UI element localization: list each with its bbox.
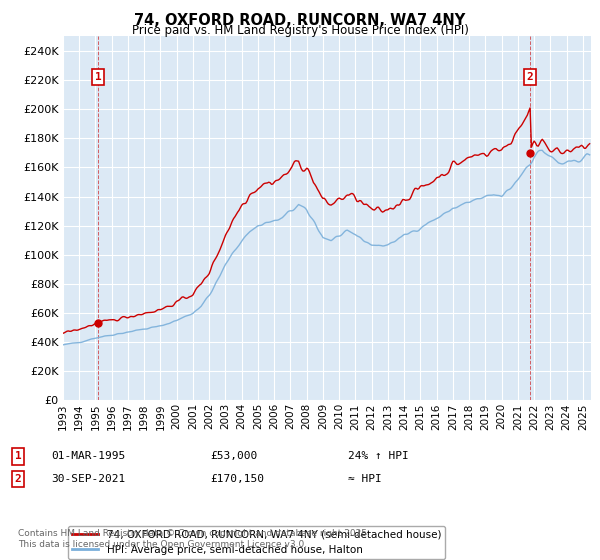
Text: 01-MAR-1995: 01-MAR-1995 <box>51 451 125 461</box>
Text: £170,150: £170,150 <box>210 474 264 484</box>
Text: 1: 1 <box>14 451 22 461</box>
Text: £53,000: £53,000 <box>210 451 257 461</box>
Text: 74, OXFORD ROAD, RUNCORN, WA7 4NY: 74, OXFORD ROAD, RUNCORN, WA7 4NY <box>134 13 466 28</box>
Text: 2: 2 <box>14 474 22 484</box>
Text: 2: 2 <box>527 72 533 82</box>
Text: 24% ↑ HPI: 24% ↑ HPI <box>348 451 409 461</box>
Text: Price paid vs. HM Land Registry's House Price Index (HPI): Price paid vs. HM Land Registry's House … <box>131 24 469 37</box>
Legend: 74, OXFORD ROAD, RUNCORN, WA7 4NY (semi-detached house), HPI: Average price, sem: 74, OXFORD ROAD, RUNCORN, WA7 4NY (semi-… <box>68 526 445 559</box>
Text: Contains HM Land Registry data © Crown copyright and database right 2025.
This d: Contains HM Land Registry data © Crown c… <box>18 529 370 549</box>
Text: 1: 1 <box>95 72 101 82</box>
Text: 30-SEP-2021: 30-SEP-2021 <box>51 474 125 484</box>
Text: ≈ HPI: ≈ HPI <box>348 474 382 484</box>
